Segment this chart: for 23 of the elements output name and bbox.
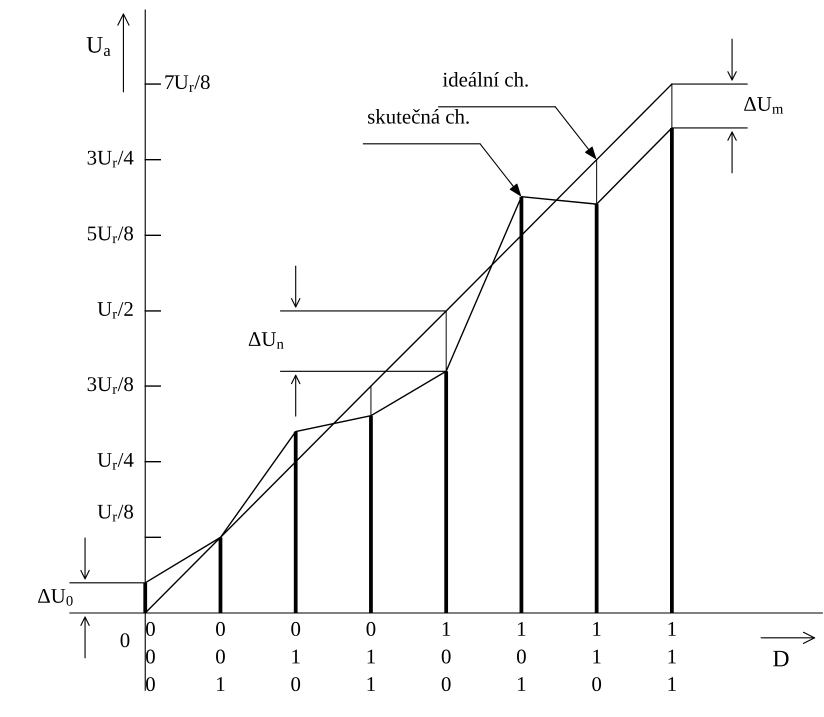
text: ΔU$_{0}$	[38, 588, 73, 606]
text: 0	[120, 633, 130, 648]
x-axis-title: D	[773, 650, 789, 666]
annotation: ΔU$_{n}$	[248, 332, 284, 349]
annotation: ideální ch.	[442, 72, 528, 87]
annotation: U$_{r}$/8	[98, 504, 134, 522]
x-tick-label: 1 1 1	[668, 622, 676, 691]
text: ΔU$_{m}$	[744, 97, 784, 114]
x-tick-label: 0 0 1	[216, 622, 225, 691]
annotation: skutečná ch.	[368, 109, 469, 124]
annotation: U$_{r}$/2	[98, 302, 133, 319]
annotation: 3U$_{r}$/4	[88, 150, 134, 168]
annotation: U$_{r}$/4	[98, 452, 134, 470]
annotation: 3U$_{r}$/8	[88, 377, 134, 394]
annotation: 7U$_{r}$/8	[165, 75, 210, 92]
y-axis-title: U$_{a}$	[86, 37, 110, 56]
x-tick-label: 1 0 1	[516, 622, 526, 691]
x-tick-label: 0 1 1	[366, 622, 376, 691]
x-tick-label: 1 0 0	[442, 622, 451, 692]
x-tick-label: 0 0 0	[146, 622, 155, 692]
x-tick-label: 1 1 0	[592, 622, 602, 692]
annotation: 5U$_{r}$/8	[88, 226, 134, 244]
x-tick-label: 0 1 0	[291, 622, 300, 692]
